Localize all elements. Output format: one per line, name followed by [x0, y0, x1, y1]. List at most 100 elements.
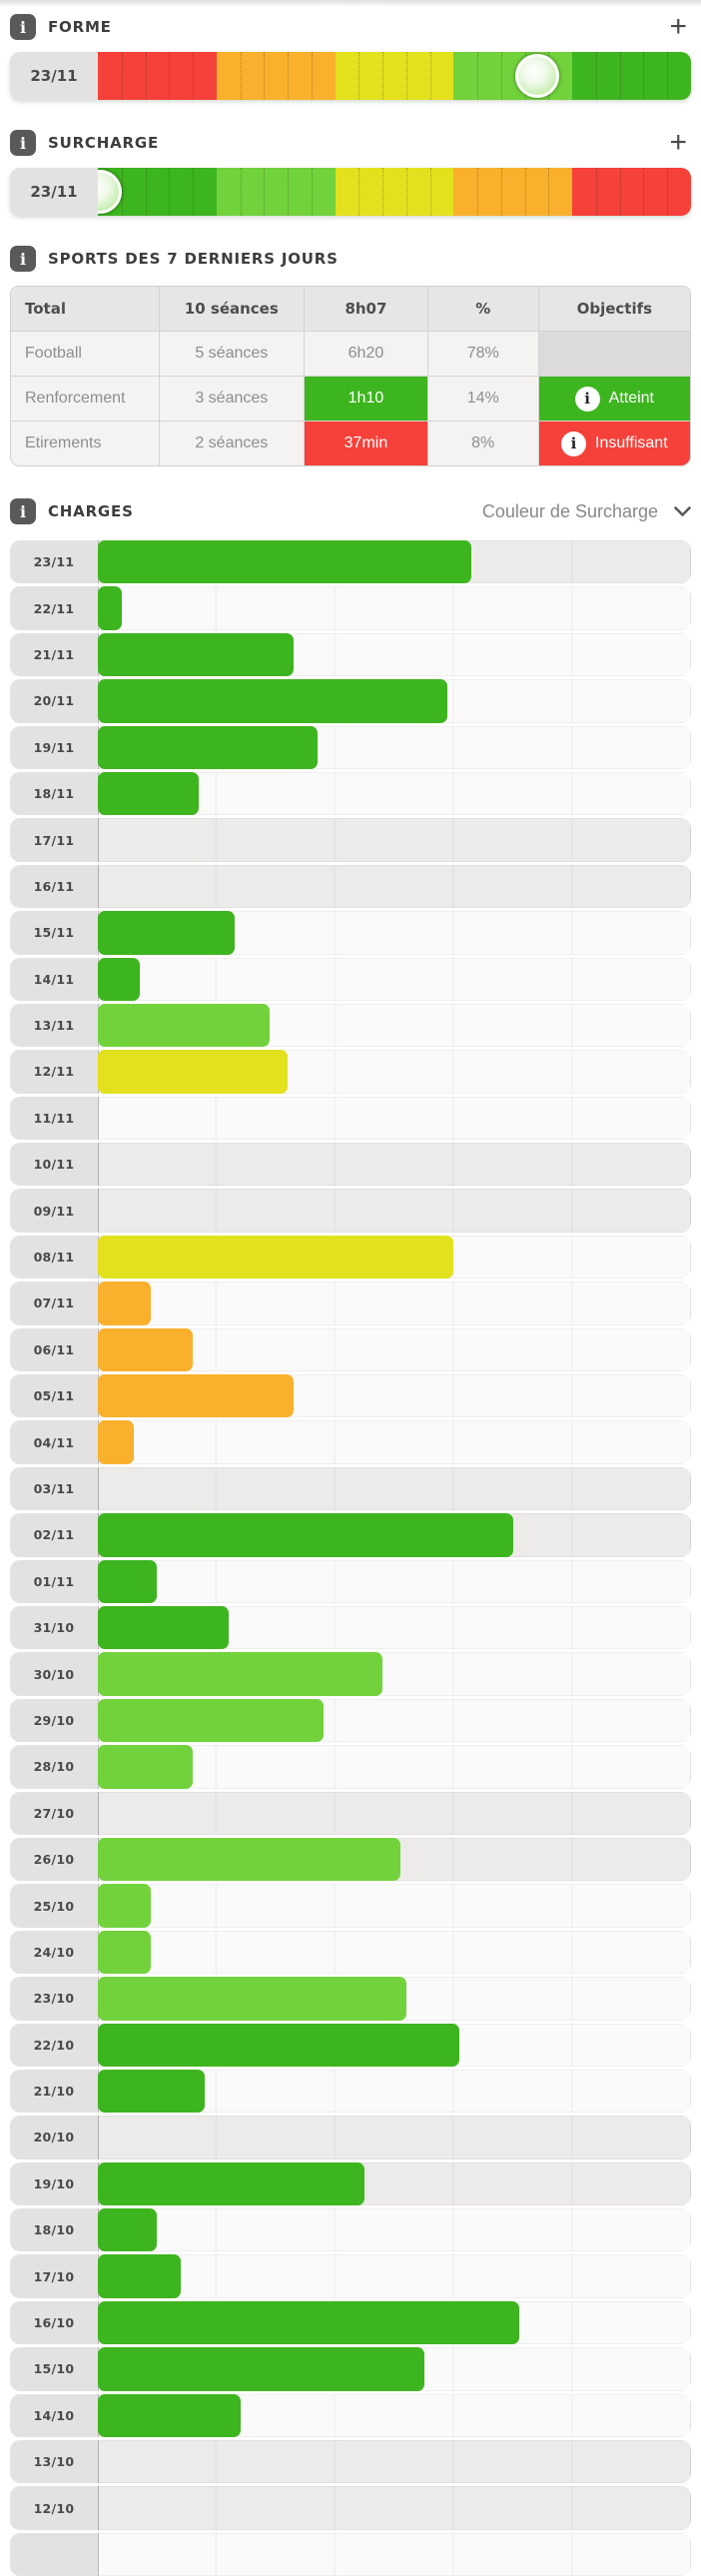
chart-row-date: 22/10: [10, 2023, 98, 2067]
chart-row[interactable]: 10/11: [10, 1143, 691, 1187]
chart-bar[interactable]: [98, 1420, 134, 1464]
chart-row[interactable]: [10, 2532, 691, 2576]
chart-bar[interactable]: [98, 1235, 454, 1280]
seances-cell: 2 séances: [158, 421, 305, 465]
objectif-label: Insuffisant: [595, 434, 668, 451]
chart-row[interactable]: 20/10: [10, 2116, 691, 2159]
info-icon[interactable]: i: [10, 246, 36, 272]
chart-bar[interactable]: [98, 957, 140, 1001]
chart-bar[interactable]: [98, 911, 235, 955]
chart-bar[interactable]: [98, 632, 295, 677]
chart-bar[interactable]: [98, 2347, 424, 2391]
chart-bar[interactable]: [98, 1698, 324, 1743]
chart-bar[interactable]: [98, 725, 318, 769]
chart-bar[interactable]: [98, 2208, 158, 2252]
objectif-cell[interactable]: i Atteint: [537, 376, 690, 421]
chart-row[interactable]: 03/11: [10, 1466, 691, 1511]
chart-row[interactable]: 21/10: [10, 2069, 691, 2114]
chart-bar[interactable]: [98, 1559, 158, 1603]
chart-bar[interactable]: [98, 540, 472, 584]
chart-bar[interactable]: [98, 586, 122, 630]
chart-bar[interactable]: [98, 2393, 241, 2438]
chart-row[interactable]: 19/10: [10, 2161, 691, 2206]
chart-bar[interactable]: [98, 1930, 152, 1975]
sports-col-header: 8h07: [304, 287, 427, 331]
chart-bar[interactable]: [98, 2161, 365, 2206]
chart-bar[interactable]: [98, 2300, 519, 2345]
chart-row[interactable]: 20/11: [10, 679, 691, 723]
chart-row[interactable]: 11/11: [10, 1096, 691, 1141]
chart-bar[interactable]: [98, 1003, 271, 1048]
chart-row[interactable]: 08/11: [10, 1235, 691, 1280]
forme-gauge-track[interactable]: [98, 52, 691, 100]
add-surcharge-button[interactable]: +: [669, 126, 687, 159]
chart-bar[interactable]: [98, 2069, 205, 2114]
info-icon[interactable]: i: [10, 498, 36, 524]
chart-row[interactable]: 28/10: [10, 1745, 691, 1789]
chart-bar[interactable]: [98, 1837, 400, 1882]
chart-row[interactable]: 18/11: [10, 771, 691, 816]
chart-row[interactable]: 13/10: [10, 2440, 691, 2484]
chart-row[interactable]: 23/10: [10, 1977, 691, 2021]
chart-bar[interactable]: [98, 1605, 229, 1650]
surcharge-color-dropdown[interactable]: Couleur de Surcharge: [482, 501, 691, 522]
chart-bar[interactable]: [98, 1327, 194, 1372]
chart-row[interactable]: 27/10: [10, 1791, 691, 1835]
chart-row[interactable]: 12/10: [10, 2486, 691, 2530]
forme-gauge: 23/11: [10, 52, 691, 100]
chart-bar[interactable]: [98, 1050, 289, 1094]
chart-row[interactable]: 13/11: [10, 1003, 691, 1048]
chart-row[interactable]: 01/11: [10, 1559, 691, 1603]
chart-row[interactable]: 16/10: [10, 2300, 691, 2345]
chart-row[interactable]: 21/11: [10, 632, 691, 677]
chart-bar[interactable]: [98, 679, 448, 723]
chart-row[interactable]: 18/10: [10, 2208, 691, 2252]
gauge-tick: [429, 168, 431, 216]
chart-bar[interactable]: [98, 1513, 513, 1557]
chart-row[interactable]: 16/11: [10, 864, 691, 909]
chart-row[interactable]: 15/10: [10, 2347, 691, 2391]
chart-row[interactable]: 14/10: [10, 2393, 691, 2438]
chart-row[interactable]: 05/11: [10, 1374, 691, 1418]
objectif-cell[interactable]: i Insuffisant: [537, 421, 690, 465]
chart-row[interactable]: 04/11: [10, 1420, 691, 1464]
chart-row[interactable]: 07/11: [10, 1282, 691, 1325]
chart-row-track: [98, 725, 691, 769]
chart-bar[interactable]: [98, 2254, 182, 2298]
chart-row[interactable]: 26/10: [10, 1837, 691, 1882]
chart-bar[interactable]: [98, 771, 199, 816]
add-forme-button[interactable]: +: [669, 10, 687, 43]
info-icon[interactable]: i: [10, 130, 36, 156]
chart-row[interactable]: 15/11: [10, 911, 691, 955]
chart-row[interactable]: 24/10: [10, 1930, 691, 1975]
chart-bar[interactable]: [98, 1652, 383, 1696]
chart-bar[interactable]: [98, 1884, 152, 1928]
chart-row[interactable]: 17/11: [10, 818, 691, 862]
chart-row[interactable]: 06/11: [10, 1327, 691, 1372]
gauge-tick: [193, 52, 195, 100]
chart-row[interactable]: 17/10: [10, 2254, 691, 2298]
chart-row[interactable]: 25/10: [10, 1884, 691, 1928]
chart-row[interactable]: 29/10: [10, 1698, 691, 1743]
chart-row[interactable]: 14/11: [10, 957, 691, 1001]
chart-row[interactable]: 02/11: [10, 1513, 691, 1557]
chart-bar[interactable]: [98, 2023, 460, 2067]
chart-bar[interactable]: [98, 1282, 152, 1325]
forme-gauge-knob[interactable]: [514, 54, 559, 98]
chart-row[interactable]: 23/11: [10, 540, 691, 584]
info-icon[interactable]: i: [10, 14, 36, 40]
surcharge-gauge-track[interactable]: [98, 168, 691, 216]
chart-row-track: [98, 586, 691, 630]
chart-row[interactable]: 12/11: [10, 1050, 691, 1094]
chart-bar[interactable]: [98, 1745, 194, 1789]
chart-bar[interactable]: [98, 1977, 406, 2021]
chart-bar[interactable]: [98, 1374, 295, 1418]
chart-row[interactable]: 22/11: [10, 586, 691, 630]
chart-row-date: 28/10: [10, 1745, 98, 1789]
chart-row[interactable]: 22/10: [10, 2023, 691, 2067]
chart-row[interactable]: 19/11: [10, 725, 691, 769]
chart-row[interactable]: 09/11: [10, 1189, 691, 1233]
chart-row[interactable]: 31/10: [10, 1605, 691, 1650]
chart-row-track: [98, 1096, 691, 1141]
chart-row[interactable]: 30/10: [10, 1652, 691, 1696]
